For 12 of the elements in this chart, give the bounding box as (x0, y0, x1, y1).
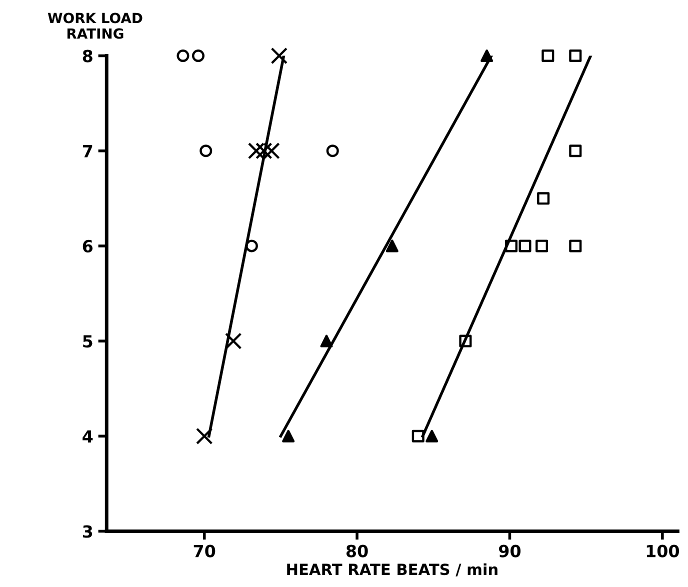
y-tick-label: 7 (82, 145, 92, 158)
x-tick-label: 100 (646, 544, 680, 558)
y-tick-label: 4 (82, 430, 93, 442)
y-tick-label: 6 (82, 240, 93, 253)
y-tick-label: 8 (82, 50, 92, 62)
y-tick-label: 3 (82, 525, 92, 538)
y-axis-title: WORK LOAD RATING (48, 12, 142, 39)
x-axis-title: HEART RATE BEATS / min (287, 563, 498, 576)
x-tick-label: 70 (194, 544, 216, 558)
x-tick-label: 80 (346, 544, 368, 558)
x-tick-label: 90 (498, 544, 521, 558)
y-tick-label: 5 (83, 335, 92, 348)
